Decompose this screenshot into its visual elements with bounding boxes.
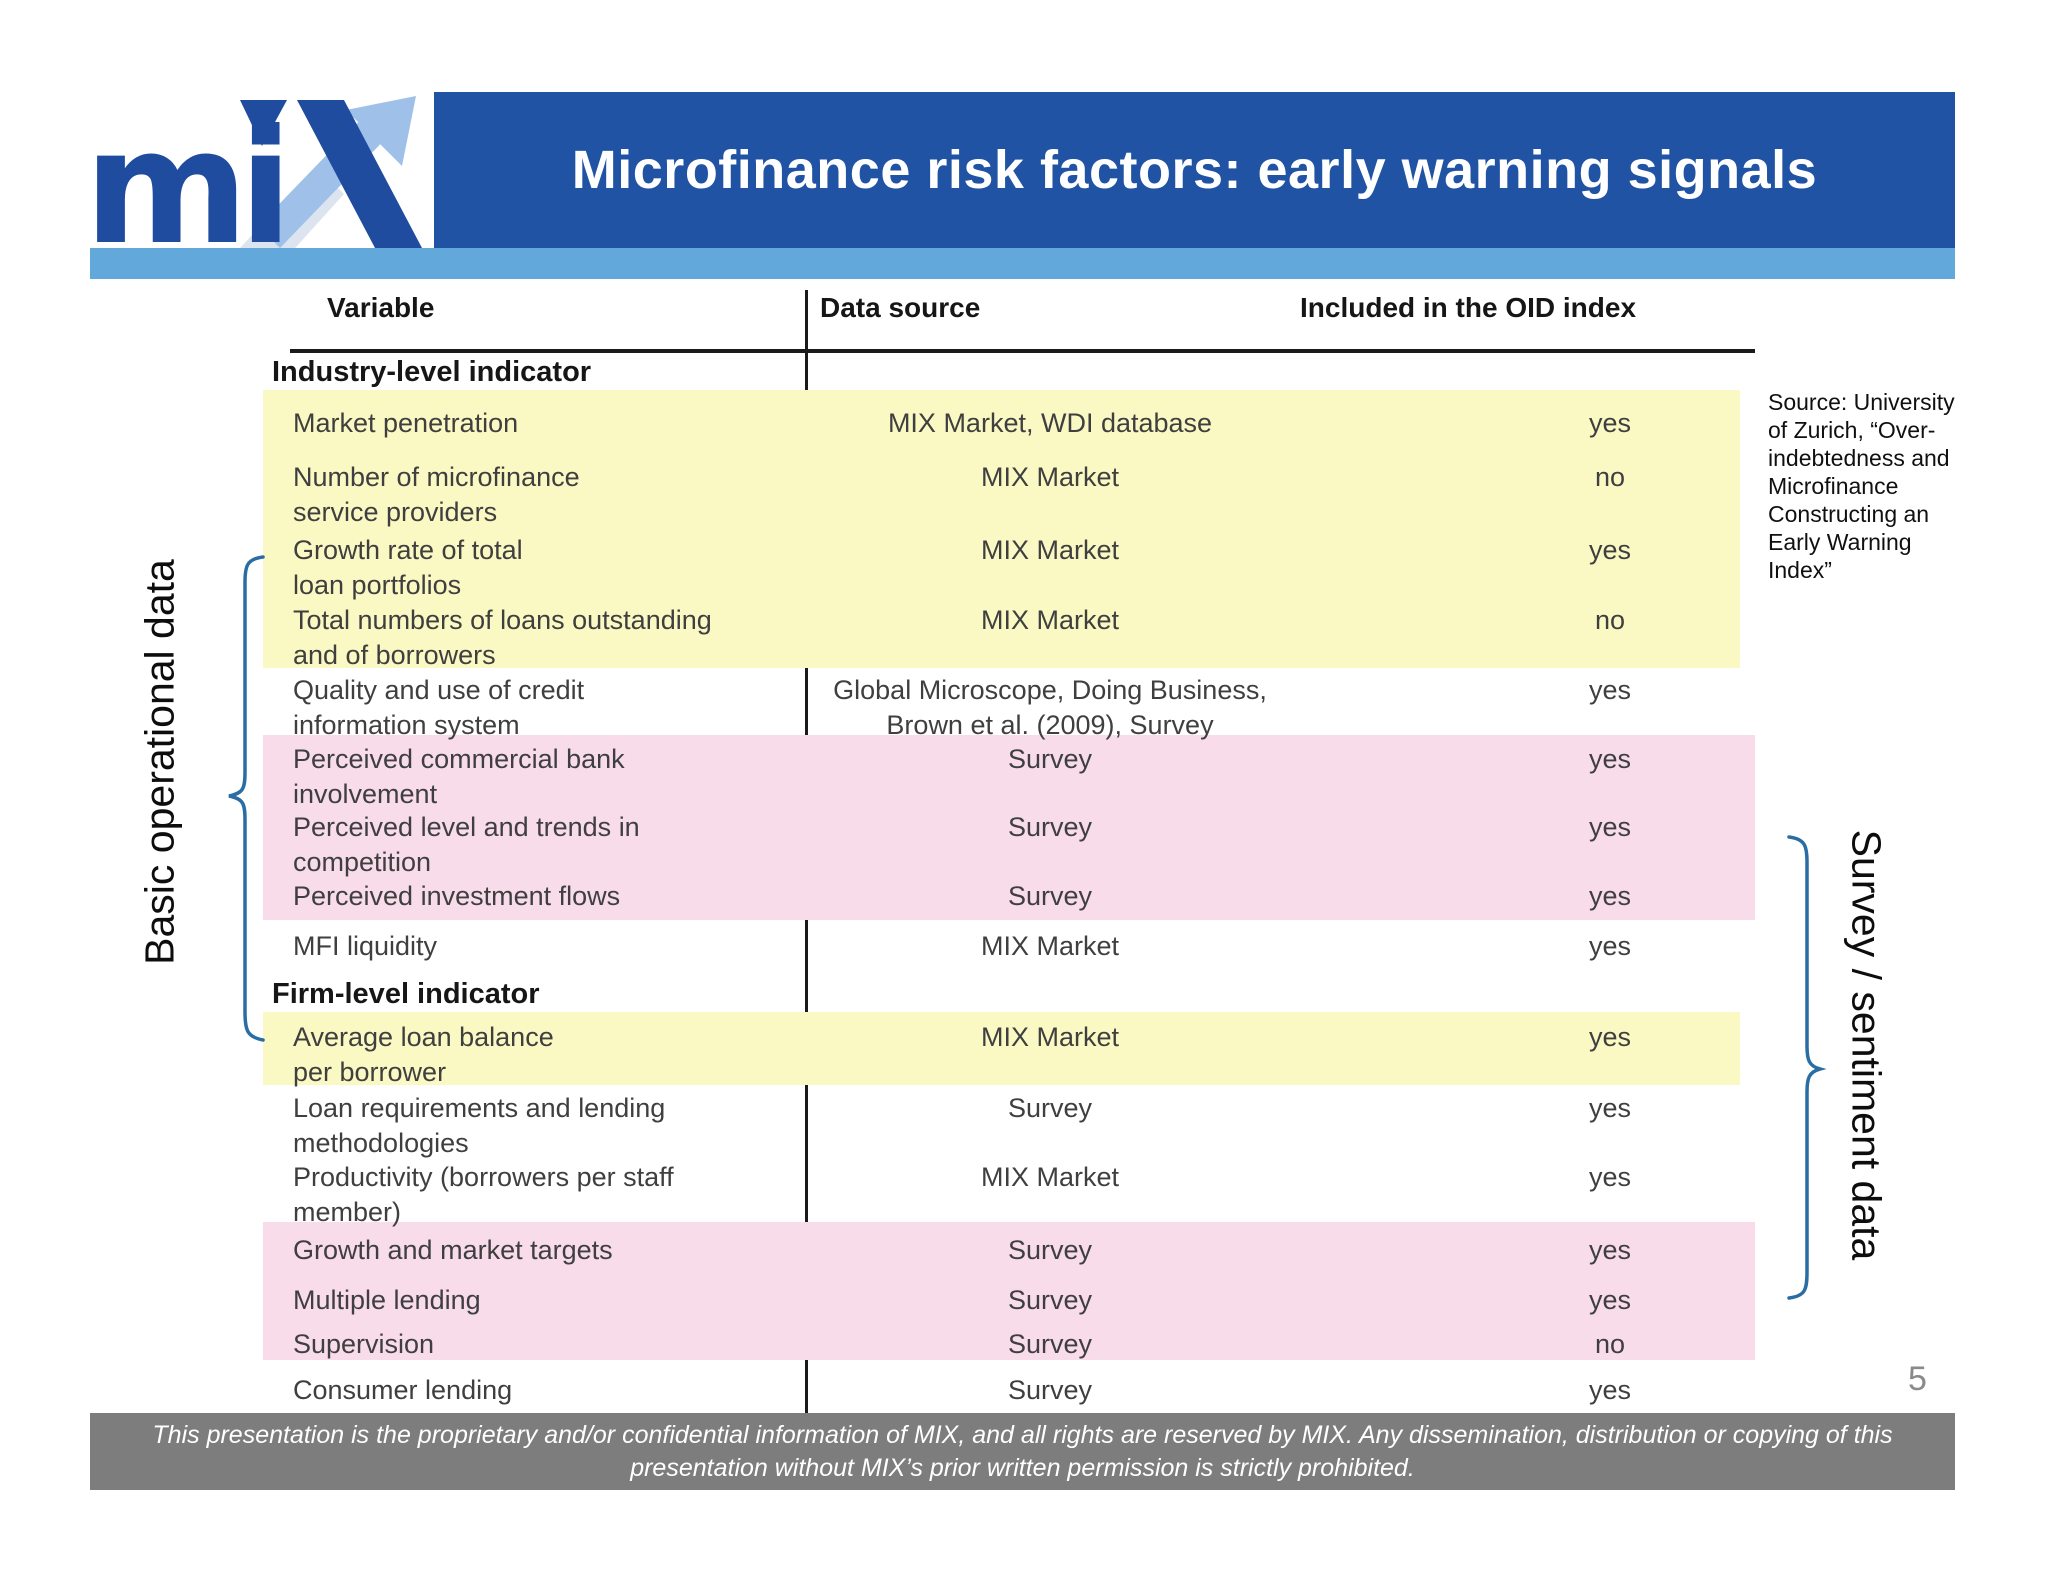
row-included: yes bbox=[1588, 881, 1632, 911]
section-header-firm-row: Firm-level indicator bbox=[263, 975, 1755, 1012]
column-header-included: Included in the OID index bbox=[1300, 292, 1637, 323]
row-included: no bbox=[1594, 605, 1626, 635]
row-variable: Growth rate of total loan portfolios bbox=[293, 535, 523, 600]
row-variable: Quality and use of credit information sy… bbox=[293, 675, 585, 740]
row-variable: Perceived commercial bank involvement bbox=[293, 744, 625, 809]
left-bracket-label: Basic operational data bbox=[136, 559, 183, 965]
row-variable: Supervision bbox=[293, 1329, 435, 1359]
row-data-source: Survey bbox=[1007, 1235, 1093, 1265]
table-row: MFI liquidity MIX Market yes bbox=[263, 920, 1755, 975]
row-data-source: MIX Market bbox=[980, 535, 1120, 565]
row-variable: Perceived investment flows bbox=[293, 881, 621, 911]
table-row: Total numbers of loans outstanding and o… bbox=[263, 598, 1755, 670]
section-header-firm: Firm-level indicator bbox=[272, 978, 540, 1010]
row-variable: Multiple lending bbox=[293, 1285, 481, 1315]
row-data-source: Survey bbox=[1007, 881, 1093, 911]
source-note: Source: University of Zurich, “Over- ind… bbox=[1768, 389, 1955, 583]
mix-logo-graphic: mi bbox=[84, 96, 422, 280]
row-included: yes bbox=[1588, 931, 1632, 961]
section-header-industry: Industry-level indicator bbox=[272, 356, 592, 388]
table-row: Growth and market targets Survey yes bbox=[263, 1222, 1755, 1272]
row-included: yes bbox=[1588, 744, 1632, 774]
table-row: Perceived investment flows Survey yes bbox=[263, 872, 1755, 920]
row-included: no bbox=[1594, 462, 1626, 492]
row-data-source: MIX Market bbox=[980, 462, 1120, 492]
row-included: yes bbox=[1588, 1022, 1632, 1052]
table-row: Multiple lending Survey yes bbox=[263, 1272, 1755, 1322]
table-row: Market penetration MIX Market, WDI datab… bbox=[263, 390, 1755, 455]
header-accent-strip bbox=[90, 248, 1955, 279]
row-included: yes bbox=[1588, 408, 1632, 438]
row-data-source: Survey bbox=[1007, 1375, 1093, 1405]
row-included: no bbox=[1594, 1329, 1626, 1359]
page-number: 5 bbox=[1908, 1360, 1927, 1398]
row-variable: Consumer lending bbox=[293, 1375, 513, 1405]
row-variable: Average loan balance per borrower bbox=[293, 1022, 554, 1087]
row-variable: Perceived level and trends in competitio… bbox=[293, 812, 640, 877]
row-data-source: Global Microscope, Doing Business, Brown… bbox=[833, 675, 1267, 740]
row-variable: Number of microfinance service providers bbox=[293, 462, 580, 527]
row-variable: MFI liquidity bbox=[293, 931, 438, 961]
row-included: yes bbox=[1588, 675, 1632, 705]
column-header-variable: Variable bbox=[327, 292, 435, 323]
title-bar: Microfinance risk factors: early warning… bbox=[434, 92, 1955, 248]
logo-text: mi bbox=[90, 96, 283, 248]
logo-arrowhead bbox=[346, 96, 416, 166]
table-row: Supervision Survey no bbox=[263, 1322, 1755, 1360]
row-included: yes bbox=[1588, 1093, 1632, 1123]
row-data-source: Survey bbox=[1007, 1093, 1093, 1123]
row-variable: Productivity (borrowers per staff member… bbox=[293, 1162, 674, 1227]
table-row: Quality and use of credit information sy… bbox=[263, 668, 1755, 740]
page-title: Microfinance risk factors: early warning… bbox=[571, 140, 1818, 200]
row-included: yes bbox=[1588, 1162, 1632, 1192]
row-data-source: MIX Market bbox=[980, 1022, 1120, 1052]
row-data-source: Survey bbox=[1007, 744, 1093, 774]
table-row: Consumer lending Survey yes bbox=[263, 1360, 1755, 1410]
row-data-source: Survey bbox=[1007, 1329, 1093, 1359]
table-row: Productivity (borrowers per staff member… bbox=[263, 1155, 1755, 1227]
row-variable: Loan requirements and lending methodolog… bbox=[293, 1093, 666, 1158]
row-included: yes bbox=[1588, 812, 1632, 842]
table-row: Perceived level and trends in competitio… bbox=[263, 805, 1755, 877]
row-included: yes bbox=[1588, 1285, 1632, 1315]
row-data-source: Survey bbox=[1007, 1285, 1093, 1315]
mix-logo: mi bbox=[84, 86, 434, 280]
column-header-data-source: Data source bbox=[820, 292, 981, 323]
logo-x-top-triangle bbox=[240, 100, 287, 146]
row-variable: Total numbers of loans outstanding and o… bbox=[293, 605, 712, 670]
table-row: Number of microfinance service providers… bbox=[263, 455, 1755, 528]
header-rule bbox=[290, 349, 1755, 353]
table-row: Loan requirements and lending methodolog… bbox=[263, 1085, 1755, 1158]
table-row: Growth rate of total loan portfolios MIX… bbox=[263, 528, 1755, 600]
row-data-source: MIX Market bbox=[980, 931, 1120, 961]
logo-x-stroke bbox=[297, 100, 422, 248]
indicator-table: Market penetration MIX Market, WDI datab… bbox=[263, 390, 1755, 1410]
row-included: yes bbox=[1588, 1235, 1632, 1265]
table-row: Perceived commercial bank involvement Su… bbox=[263, 735, 1755, 809]
row-included: yes bbox=[1588, 1375, 1632, 1405]
table-row: Average loan balance per borrower MIX Ma… bbox=[263, 1012, 1755, 1087]
row-variable: Market penetration bbox=[293, 408, 519, 438]
row-data-source: MIX Market, WDI database bbox=[887, 408, 1213, 438]
row-data-source: Survey bbox=[1007, 812, 1093, 842]
footer-disclaimer: This presentation is the proprietary and… bbox=[90, 1413, 1955, 1490]
row-included: yes bbox=[1588, 535, 1632, 565]
row-data-source: MIX Market bbox=[980, 1162, 1120, 1192]
row-data-source: MIX Market bbox=[980, 605, 1120, 635]
right-curly-brace bbox=[1787, 835, 1827, 1300]
left-curly-brace bbox=[228, 555, 265, 1042]
row-variable: Growth and market targets bbox=[293, 1235, 613, 1265]
right-bracket-label: Survey / sentiment data bbox=[1843, 829, 1890, 1261]
